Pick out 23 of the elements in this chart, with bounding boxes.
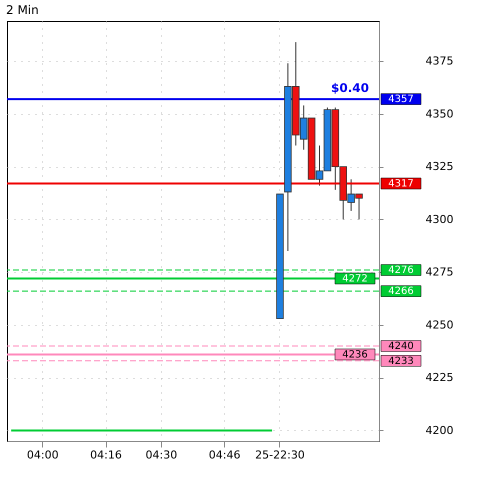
y-tick-label: 4250 — [426, 318, 454, 332]
ref-line-label: 4233 — [388, 356, 414, 367]
x-tick-label: 04:46 — [208, 448, 240, 462]
ref-line-label: 4357 — [388, 94, 414, 106]
ref-line-label: 4236 — [342, 349, 368, 360]
x-tick-label: 04:00 — [26, 448, 59, 462]
y-tick-label: 4275 — [426, 266, 454, 279]
y-tick-label: 4300 — [426, 212, 454, 226]
ref-line-label: 4276 — [388, 265, 414, 276]
y-tick-label: 4325 — [426, 160, 454, 174]
ref-line-label: 4266 — [388, 286, 414, 298]
annotation: $0.40 — [331, 81, 369, 96]
y-tick-label: 4375 — [426, 54, 454, 68]
y-tick-label: 4350 — [426, 107, 454, 120]
x-tick-label: 04:16 — [90, 448, 122, 462]
ref-line-label: 4272 — [342, 273, 368, 284]
y-tick-label: 4225 — [426, 371, 454, 384]
chart-title: 2 Min — [6, 3, 39, 17]
x-tick-label: 04:30 — [146, 448, 178, 462]
y-tick-label: 4200 — [426, 424, 454, 437]
x-tick-label: 25-22:30 — [255, 448, 305, 462]
ref-line-label: 4317 — [388, 178, 414, 190]
ref-line-label: 4240 — [388, 341, 414, 352]
